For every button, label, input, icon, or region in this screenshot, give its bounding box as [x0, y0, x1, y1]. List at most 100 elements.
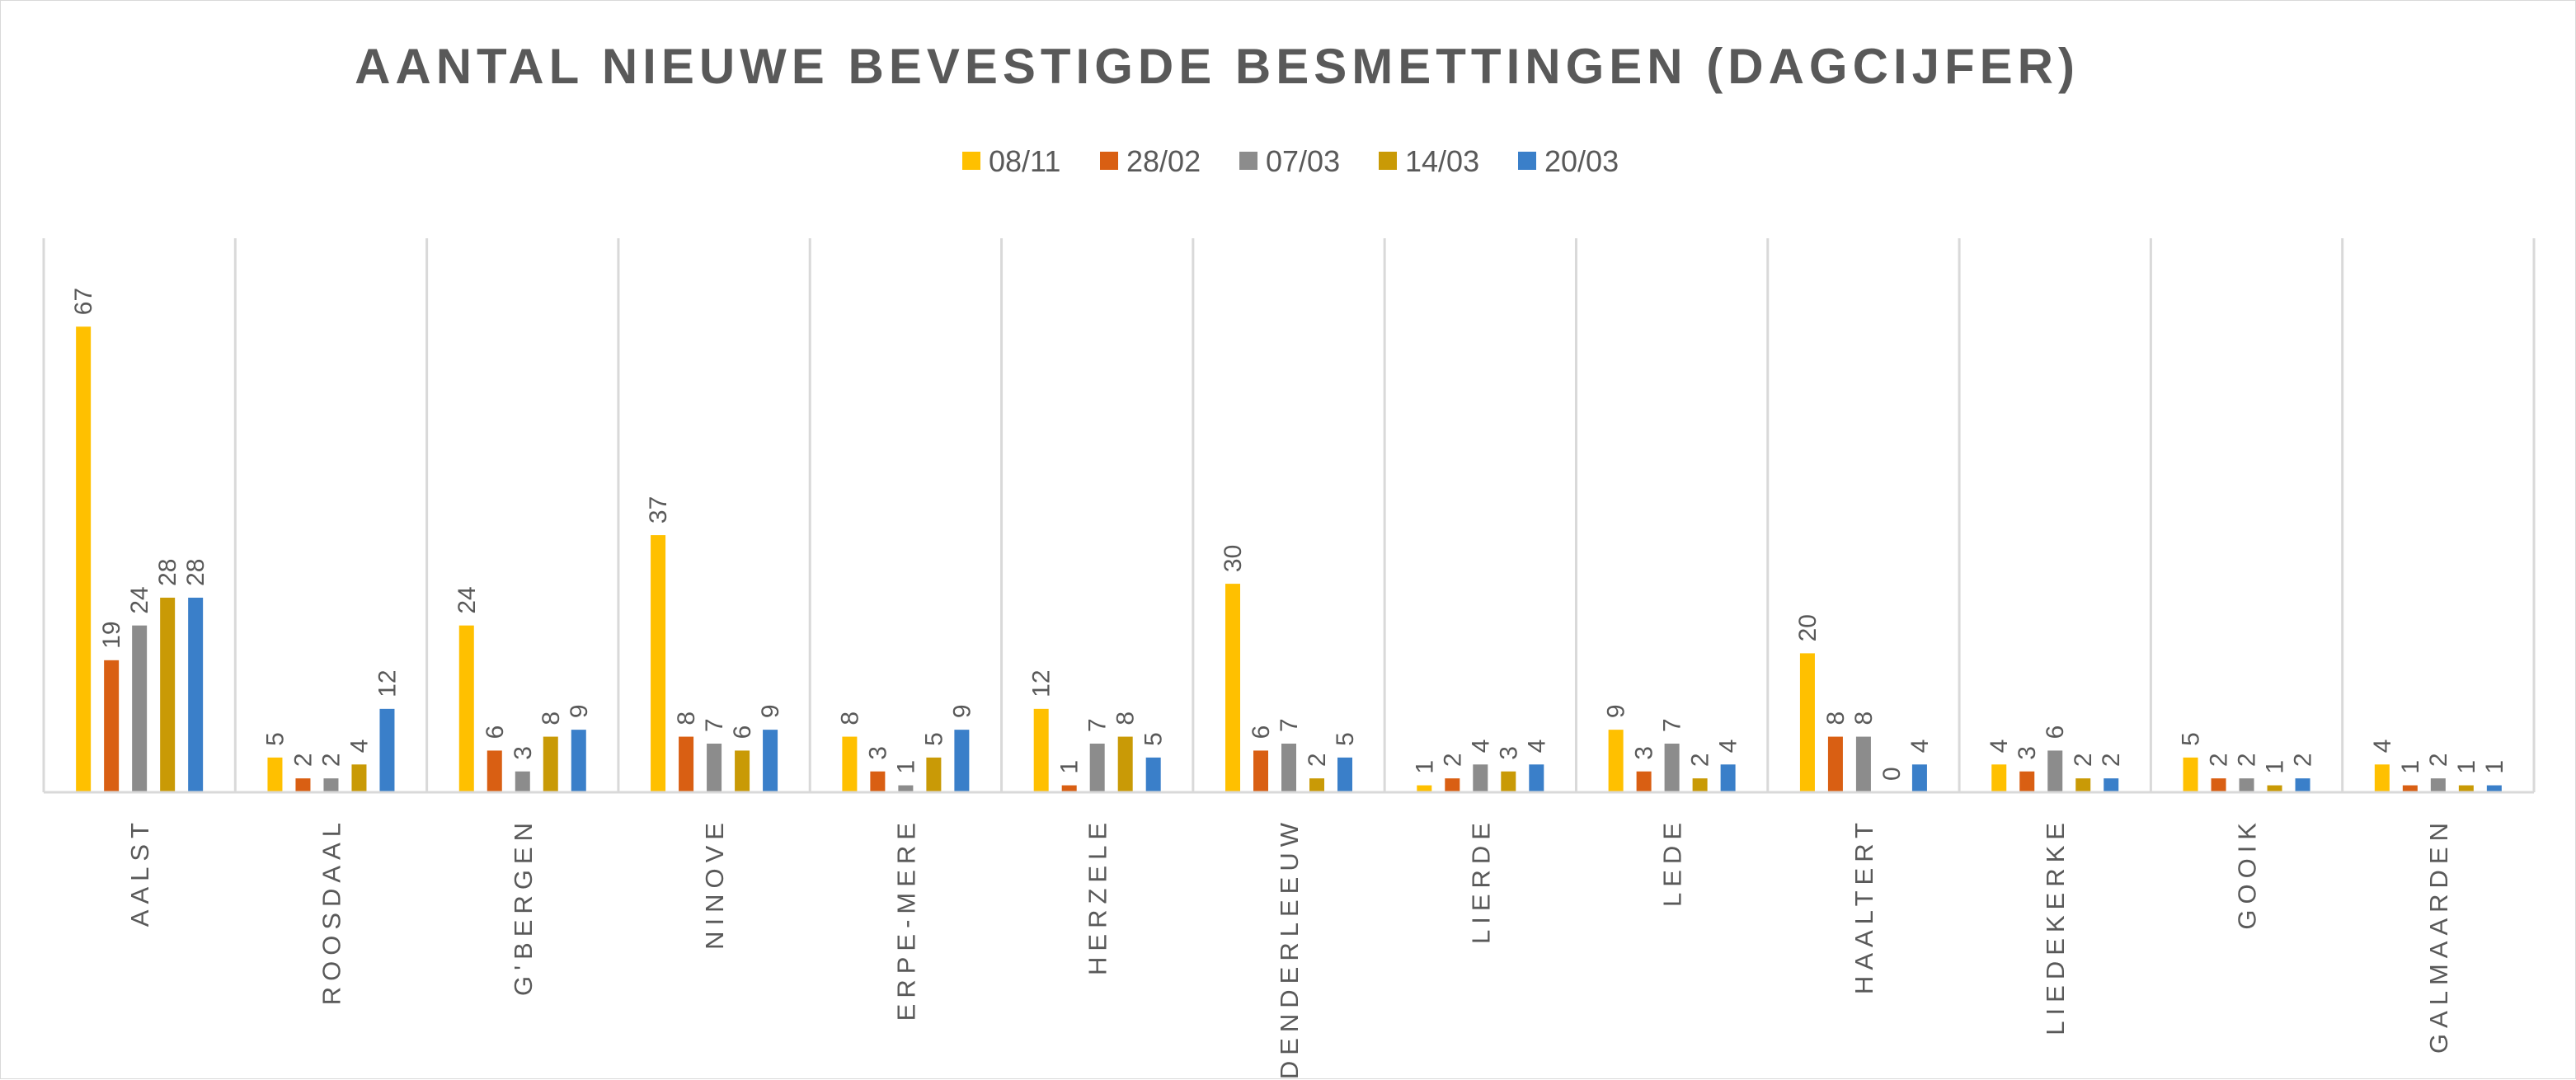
- category-label-galmaarden: GALMAARDEN: [2424, 817, 2453, 1054]
- data-label: 28: [154, 559, 181, 586]
- data-label: 19: [98, 621, 125, 648]
- data-label: 4: [1986, 740, 2013, 754]
- data-label: 3: [2014, 746, 2041, 760]
- category-label-gooik: GOOIK: [2233, 817, 2262, 930]
- data-label: 1: [1056, 760, 1084, 774]
- data-label: 7: [1276, 718, 1303, 732]
- data-label: 2: [1439, 753, 1466, 767]
- legend: 08/11 28/02 07/03 14/03 20/03: [962, 144, 1619, 178]
- bar-gbergen-07-03: [515, 771, 530, 792]
- legend-label-07-03: 07/03: [1266, 144, 1340, 178]
- bar-lede-20-03: [1720, 764, 1736, 792]
- bar-galmaarden-28-02: [2402, 785, 2418, 792]
- bar-roosdaal-07-03: [323, 778, 339, 792]
- legend-swatch-07-03: [1239, 152, 1257, 170]
- data-label: 67: [70, 288, 97, 315]
- data-label: 0: [1878, 767, 1906, 781]
- bar-aalst-14-03: [160, 597, 176, 792]
- bar-galmaarden-20-03: [2486, 785, 2502, 792]
- bar-herzele-14-03: [1117, 736, 1133, 792]
- data-label: 20: [1794, 614, 1822, 641]
- data-label: 9: [757, 704, 784, 718]
- bar-gooik-20-03: [2295, 778, 2310, 792]
- bar-gooik-14-03: [2267, 785, 2282, 792]
- bar-liedekerke-08-11: [1991, 764, 2007, 792]
- category-label-lierde: LIERDE: [1466, 817, 1495, 944]
- category-label-herzele: HERZELE: [1084, 817, 1112, 975]
- data-label: 8: [1822, 711, 1850, 725]
- bar-roosdaal-20-03: [379, 708, 395, 792]
- data-label: 2: [2098, 753, 2125, 767]
- data-label: 24: [126, 586, 153, 613]
- bar-gooik-28-02: [2211, 778, 2226, 792]
- data-label: 3: [1631, 746, 1658, 760]
- data-label: 8: [673, 711, 700, 725]
- bar-erpemere-14-03: [926, 757, 942, 792]
- data-label: 2: [2206, 753, 2233, 767]
- bar-aalst-07-03: [132, 625, 148, 792]
- data-label: 5: [920, 732, 947, 746]
- legend-swatch-28-02: [1100, 152, 1118, 170]
- legend-label-28-02: 28/02: [1126, 144, 1201, 178]
- bar-liedekerke-14-03: [2075, 778, 2091, 792]
- data-label: 3: [510, 746, 537, 760]
- legend-label-14-03: 14/03: [1405, 144, 1479, 178]
- category-label-roosdaal: ROOSDAAL: [317, 817, 346, 1005]
- data-label: 8: [1850, 711, 1878, 725]
- data-label: 4: [346, 740, 373, 754]
- data-label: 2: [2234, 753, 2261, 767]
- data-label: 1: [1411, 760, 1438, 774]
- bar-denderleeuw-20-03: [1337, 757, 1352, 792]
- bar-gbergen-14-03: [543, 736, 558, 792]
- bar-aalst-20-03: [188, 597, 204, 792]
- data-label: 2: [2290, 753, 2317, 767]
- bar-roosdaal-14-03: [351, 764, 367, 792]
- data-label: 4: [1467, 740, 1494, 754]
- data-label: 5: [1140, 732, 1168, 746]
- bar-galmaarden-14-03: [2458, 785, 2474, 792]
- data-label: 7: [1084, 718, 1112, 732]
- bar-liedekerke-28-02: [2019, 771, 2035, 792]
- bar-denderleeuw-07-03: [1281, 743, 1296, 792]
- data-label: 5: [261, 732, 289, 746]
- data-label: 12: [1028, 669, 1055, 697]
- bar-aalst-28-02: [104, 660, 120, 792]
- data-label: 1: [892, 760, 919, 774]
- category-separators: [42, 238, 2536, 792]
- data-label: 9: [948, 704, 975, 718]
- category-label-aalst: AALST: [125, 817, 154, 927]
- data-label: 1: [2262, 760, 2289, 774]
- bar-erpemere-28-02: [870, 771, 886, 792]
- category-label-liedekerke: LIEDEKERKE: [2041, 817, 2070, 1035]
- legend-swatch-14-03: [1379, 152, 1397, 170]
- data-label: 4: [2369, 740, 2396, 754]
- data-label: 9: [566, 704, 593, 718]
- bar-haaltert-08-11: [1799, 653, 1815, 792]
- data-label: 2: [1687, 753, 1714, 767]
- legend-swatch-20-03: [1518, 152, 1536, 170]
- bar-galmaarden-08-11: [2374, 764, 2390, 792]
- data-label: 7: [1659, 718, 1686, 732]
- bar-lede-28-02: [1636, 771, 1652, 792]
- data-label: 24: [454, 586, 481, 613]
- data-label: 3: [1495, 746, 1522, 760]
- bar-gooik-07-03: [2239, 778, 2254, 792]
- bar-erpemere-08-11: [842, 736, 858, 792]
- data-label: 4: [1715, 740, 1742, 754]
- data-label: 6: [482, 725, 509, 740]
- category-label-lede: LEDE: [1658, 817, 1687, 907]
- bar-haaltert-28-02: [1827, 736, 1843, 792]
- bar-lierde-28-02: [1445, 778, 1460, 792]
- bar-erpemere-20-03: [954, 730, 970, 792]
- data-label: 2: [1304, 753, 1331, 767]
- data-label: 30: [1220, 545, 1247, 572]
- bar-gbergen-20-03: [571, 730, 586, 792]
- category-labels: AALST ROOSDAAL G'BERGEN NINOVE ERPE-MERE HERZ…: [125, 817, 2453, 1079]
- bar-denderleeuw-14-03: [1309, 778, 1324, 792]
- data-label: 5: [1332, 732, 1359, 746]
- bar-gbergen-08-11: [458, 625, 474, 792]
- bar-lede-08-11: [1608, 730, 1624, 792]
- bar-ninove-07-03: [707, 743, 722, 792]
- data-label: 4: [1523, 740, 1550, 754]
